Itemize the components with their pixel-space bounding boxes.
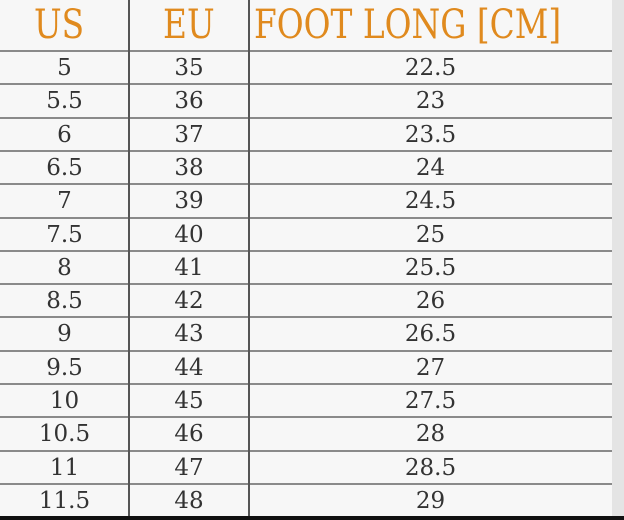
table-row: 8.5 42 26 <box>0 283 612 316</box>
cell-us: 7.5 <box>46 221 83 248</box>
cell-eu: 37 <box>174 121 204 148</box>
table-row: 10 45 27.5 <box>0 383 612 416</box>
cell-us: 9 <box>57 321 72 348</box>
cell-us: 6.5 <box>46 154 83 181</box>
cell-cm: 28.5 <box>404 454 457 481</box>
size-chart-table: US EU FOOT LONG [CM] 5 35 22.5 5.5 36 23 6 37 23… <box>0 0 612 518</box>
cell-eu: 43 <box>174 321 204 348</box>
cell-cm: 24 <box>415 154 446 181</box>
cell-eu: 36 <box>174 88 204 115</box>
cell-cm: 23 <box>415 88 446 115</box>
image-edge <box>612 0 624 518</box>
cell-eu: 47 <box>174 454 204 481</box>
table-row: 5.5 36 23 <box>0 83 612 116</box>
table-row: 7 39 24.5 <box>0 183 612 216</box>
cell-eu: 44 <box>174 354 204 381</box>
header-foot-long: FOOT LONG [CM] <box>254 2 562 48</box>
cell-us: 6 <box>57 121 72 148</box>
cell-cm: 23.5 <box>404 121 457 148</box>
bottom-border <box>0 516 624 520</box>
cell-us: 7 <box>57 188 72 215</box>
cell-cm: 25.5 <box>404 254 457 281</box>
cell-eu: 46 <box>174 421 204 448</box>
cell-cm: 29 <box>415 487 446 514</box>
column-divider <box>128 0 130 518</box>
cell-us: 10 <box>49 388 80 414</box>
table-row: 11 47 28.5 <box>0 449 612 483</box>
table-row: 11.5 48 29 <box>0 482 612 516</box>
cell-cm: 26 <box>415 288 446 315</box>
header-eu: EU <box>163 2 215 48</box>
cell-eu: 35 <box>174 55 204 81</box>
table-row: 9.5 44 27 <box>0 349 612 383</box>
cell-eu: 42 <box>174 288 204 315</box>
cell-us: 5.5 <box>46 88 83 115</box>
cell-eu: 39 <box>174 188 204 215</box>
cell-us: 8.5 <box>46 288 83 315</box>
cell-eu: 45 <box>174 388 204 414</box>
column-divider <box>248 0 250 518</box>
table-row: 7.5 40 25 <box>0 216 612 250</box>
cell-us: 11 <box>49 454 80 481</box>
table-row: 5 35 22.5 <box>0 50 612 83</box>
table-row: 8 41 25.5 <box>0 249 612 283</box>
cell-eu: 48 <box>174 487 204 514</box>
cell-us: 8 <box>57 254 72 281</box>
cell-us: 5 <box>57 55 72 81</box>
cell-eu: 40 <box>174 221 204 248</box>
cell-cm: 28 <box>415 421 446 448</box>
table-row: 6 37 23.5 <box>0 116 612 150</box>
cell-us: 10.5 <box>38 421 91 448</box>
cell-cm: 27 <box>415 354 446 381</box>
table-row: 9 43 26.5 <box>0 316 612 349</box>
cell-us: 9.5 <box>46 354 83 381</box>
cell-cm: 22.5 <box>404 55 457 81</box>
header-us: US <box>34 2 85 48</box>
cell-cm: 25 <box>415 221 446 248</box>
table-row: 10.5 46 28 <box>0 416 612 449</box>
cell-cm: 27.5 <box>404 388 457 414</box>
cell-eu: 41 <box>174 254 204 281</box>
table-row: 6.5 38 24 <box>0 149 612 183</box>
cell-cm: 26.5 <box>404 321 457 348</box>
cell-cm: 24.5 <box>404 188 457 215</box>
cell-us: 11.5 <box>38 487 91 514</box>
cell-eu: 38 <box>174 154 204 181</box>
